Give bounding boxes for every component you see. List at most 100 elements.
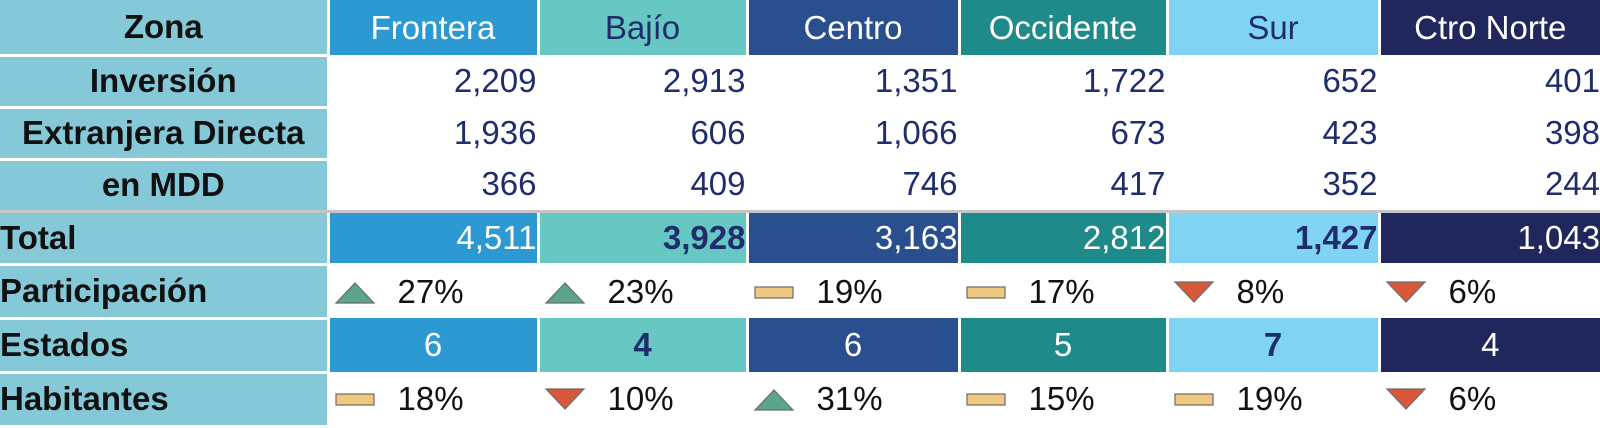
inversion-value: 1,066 <box>747 107 959 159</box>
zone-header-sur: Sur <box>1167 0 1379 55</box>
habitantes-icon <box>1169 386 1219 412</box>
inversion-value: 244 <box>1379 159 1600 211</box>
habitantes-icon <box>961 386 1011 412</box>
zone-header-frontera: Frontera <box>328 0 538 55</box>
participacion-icon <box>1169 279 1219 305</box>
inversion-value: 746 <box>747 159 959 211</box>
habitantes-cell: 19% <box>1167 372 1379 426</box>
label-en-mdd: en MDD <box>0 159 328 211</box>
label-total: Total <box>0 211 328 264</box>
habitantes-icon <box>1381 386 1431 412</box>
total-value: 1,427 <box>1167 211 1379 264</box>
participacion-cell: 8% <box>1167 264 1379 318</box>
zone-header-occidente: Occidente <box>959 0 1167 55</box>
triangle-down-icon <box>543 386 587 412</box>
zone-header-bajio: Bajío <box>538 0 747 55</box>
label-estados: Estados <box>0 318 328 372</box>
inversion-value: 606 <box>538 107 747 159</box>
participacion-cell: 19% <box>747 264 959 318</box>
triangle-up-icon <box>543 279 587 305</box>
habitantes-cell: 6% <box>1379 372 1600 426</box>
triangle-up-icon <box>333 279 377 305</box>
zone-header-centro: Centro <box>747 0 959 55</box>
inversion-row-3: en MDD 366 409 746 417 352 244 <box>0 159 1600 211</box>
participacion-value: 23% <box>590 273 746 311</box>
flat-bar-icon <box>752 279 796 305</box>
habitantes-value: 18% <box>380 380 537 418</box>
estados-value: 6 <box>328 318 538 372</box>
inversion-value: 2,209 <box>328 55 538 107</box>
total-value: 3,928 <box>538 211 747 264</box>
label-participacion: Participación <box>0 264 328 318</box>
inversion-value: 409 <box>538 159 747 211</box>
total-value: 2,812 <box>959 211 1167 264</box>
label-habitantes: Habitantes <box>0 372 328 426</box>
inversion-value: 398 <box>1379 107 1600 159</box>
habitantes-value: 19% <box>1219 380 1378 418</box>
habitantes-icon <box>749 386 799 412</box>
participacion-icon <box>961 279 1011 305</box>
total-value: 3,163 <box>747 211 959 264</box>
habitantes-cell: 10% <box>538 372 747 426</box>
habitantes-icon <box>540 386 590 412</box>
participacion-cell: 27% <box>328 264 538 318</box>
habitantes-value: 15% <box>1011 380 1166 418</box>
habitantes-value: 6% <box>1431 380 1600 418</box>
habitantes-cell: 18% <box>328 372 538 426</box>
inversion-value: 652 <box>1167 55 1379 107</box>
participacion-icon <box>330 279 380 305</box>
participacion-value: 27% <box>380 273 537 311</box>
flat-bar-icon <box>964 279 1008 305</box>
inversion-value: 1,351 <box>747 55 959 107</box>
inversion-value: 673 <box>959 107 1167 159</box>
inversion-value: 2,913 <box>538 55 747 107</box>
participacion-icon <box>749 279 799 305</box>
inversion-value: 401 <box>1379 55 1600 107</box>
inversion-value: 1,722 <box>959 55 1167 107</box>
participacion-cell: 17% <box>959 264 1167 318</box>
participacion-value: 6% <box>1431 273 1600 311</box>
inversion-value: 366 <box>328 159 538 211</box>
inversion-value: 352 <box>1167 159 1379 211</box>
total-row: Total 4,511 3,928 3,163 2,812 1,427 1,04… <box>0 211 1600 264</box>
estados-value: 4 <box>538 318 747 372</box>
inversion-row-1: Inversión 2,209 2,913 1,351 1,722 652 40… <box>0 55 1600 107</box>
estados-value: 4 <box>1379 318 1600 372</box>
inversion-row-2: Extranjera Directa 1,936 606 1,066 673 4… <box>0 107 1600 159</box>
flat-bar-icon <box>333 386 377 412</box>
flat-bar-icon <box>964 386 1008 412</box>
triangle-down-icon <box>1384 279 1428 305</box>
participacion-value: 8% <box>1219 273 1378 311</box>
habitantes-row: Habitantes 18% 10% 31% 15% 19% 6% <box>0 372 1600 426</box>
flat-bar-icon <box>1172 386 1216 412</box>
participacion-value: 17% <box>1011 273 1166 311</box>
participacion-value: 19% <box>799 273 958 311</box>
habitantes-icon <box>330 386 380 412</box>
participacion-icon <box>1381 279 1431 305</box>
estados-value: 6 <box>747 318 959 372</box>
inversion-value: 423 <box>1167 107 1379 159</box>
total-value: 4,511 <box>328 211 538 264</box>
estados-row: Estados 6 4 6 5 7 4 <box>0 318 1600 372</box>
triangle-down-icon <box>1384 386 1428 412</box>
triangle-down-icon <box>1172 279 1216 305</box>
habitantes-cell: 15% <box>959 372 1167 426</box>
inversion-value: 1,936 <box>328 107 538 159</box>
inversion-value: 417 <box>959 159 1167 211</box>
participacion-cell: 23% <box>538 264 747 318</box>
zone-header-ctro-norte: Ctro Norte <box>1379 0 1600 55</box>
triangle-up-icon <box>752 386 796 412</box>
habitantes-cell: 31% <box>747 372 959 426</box>
label-inversion: Inversión <box>0 55 328 107</box>
estados-value: 5 <box>959 318 1167 372</box>
total-value: 1,043 <box>1379 211 1600 264</box>
estados-value: 7 <box>1167 318 1379 372</box>
header-row: Zona Frontera Bajío Centro Occidente Sur… <box>0 0 1600 55</box>
label-extranjera-directa: Extranjera Directa <box>0 107 328 159</box>
zona-header: Zona <box>0 0 328 55</box>
habitantes-value: 10% <box>590 380 746 418</box>
participacion-cell: 6% <box>1379 264 1600 318</box>
participacion-icon <box>540 279 590 305</box>
habitantes-value: 31% <box>799 380 958 418</box>
